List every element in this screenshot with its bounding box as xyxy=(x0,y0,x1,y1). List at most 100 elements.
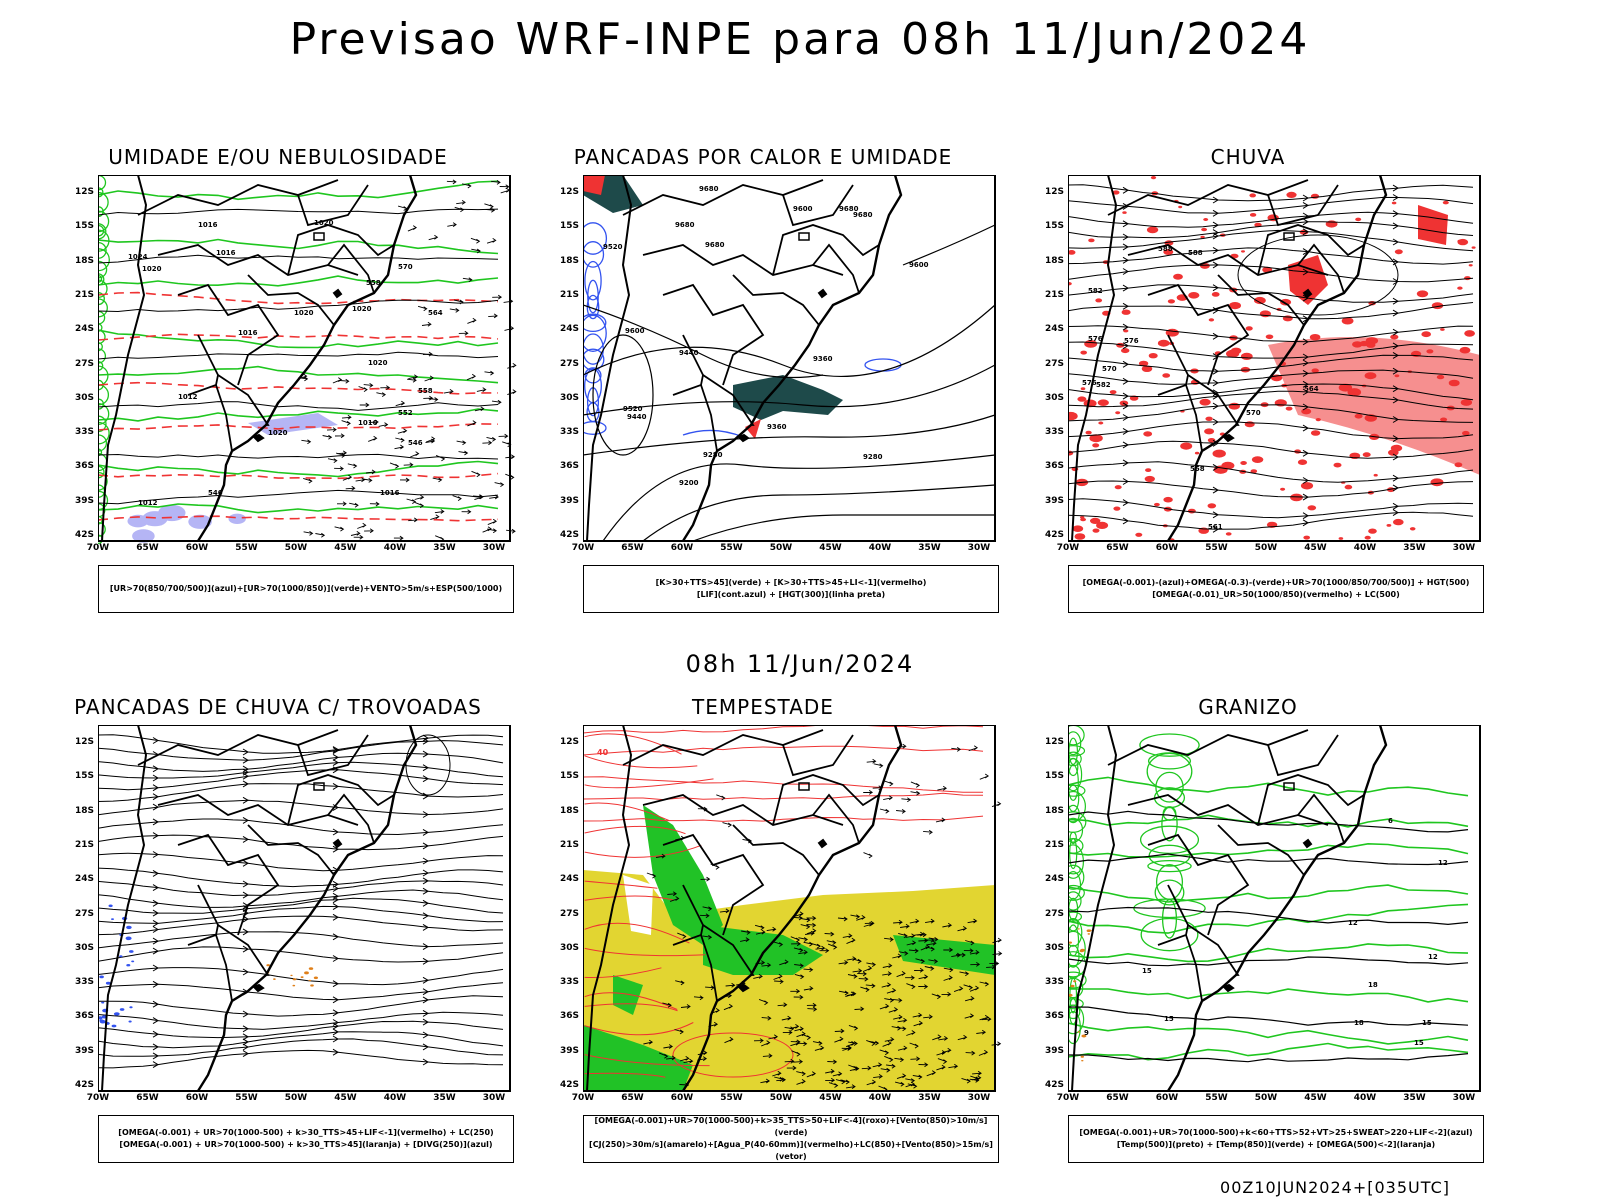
rain-red-area xyxy=(1095,298,1103,303)
wind-vector xyxy=(883,795,893,801)
lc-red-streamline xyxy=(584,1003,678,1012)
lat-tick-label: 12S xyxy=(74,187,94,197)
flow-arrow xyxy=(1302,493,1309,501)
flow-arrow xyxy=(332,1048,339,1056)
rain-red-area xyxy=(1180,442,1193,450)
wind-vector xyxy=(369,501,380,507)
thickness-red-dashed xyxy=(98,515,499,522)
wind-vector xyxy=(725,982,736,988)
flow-arrow xyxy=(422,1031,429,1039)
rain-red-area xyxy=(1141,365,1153,372)
andes-coast-line xyxy=(586,175,633,542)
streamline xyxy=(98,852,504,872)
panel-title: PANCADAS POR CALOR E UMIDADE xyxy=(573,145,953,169)
wind-vector xyxy=(421,321,432,327)
lat-tick-label: 18S xyxy=(1044,255,1064,266)
wind-vector xyxy=(806,922,817,928)
temp850-green-contour xyxy=(1068,844,1084,879)
wind-vector xyxy=(755,929,766,935)
wind-vector xyxy=(935,817,946,823)
divergence-blue-cell xyxy=(125,936,132,941)
run-footer: 00Z10JUN2024+[035UTC] xyxy=(1220,1178,1450,1197)
flow-arrow xyxy=(422,1043,429,1051)
flow-arrow xyxy=(1392,502,1399,510)
rain-red-area xyxy=(1208,318,1215,322)
rain-red-area xyxy=(1464,330,1475,337)
map-frame xyxy=(1068,725,1481,1092)
flow-arrow xyxy=(242,859,249,867)
map-frame xyxy=(98,725,511,1092)
wind-vector xyxy=(458,330,469,336)
wind-vector xyxy=(800,924,811,930)
flow-arrow xyxy=(332,747,339,755)
temp850-green-contour xyxy=(1068,784,1080,813)
lat-tick-label: 15S xyxy=(559,771,579,782)
lon-tick-label: 60W xyxy=(670,1093,694,1103)
flow-arrow xyxy=(1392,297,1399,305)
map-background xyxy=(98,175,510,541)
wind-vector xyxy=(905,933,916,939)
streamline xyxy=(98,818,504,836)
pressure-contour xyxy=(98,401,499,411)
country-border xyxy=(1187,374,1240,426)
wind-vector xyxy=(779,959,789,966)
flow-arrow xyxy=(1302,294,1309,302)
streamline xyxy=(1068,325,1474,343)
wind-vector xyxy=(926,1070,937,1077)
humidity-green-contour xyxy=(98,503,499,514)
flow-arrow xyxy=(242,1033,249,1041)
flow-arrow xyxy=(1392,453,1399,461)
rain-red-area xyxy=(1310,430,1321,436)
contour-label: 570 xyxy=(1102,365,1117,373)
lat-tick-label: 33S xyxy=(74,427,94,438)
contour-label: 546 xyxy=(408,439,423,447)
wind-vector xyxy=(913,1020,924,1027)
flow-arrow xyxy=(1212,418,1219,426)
lc-red-streamline xyxy=(583,815,984,822)
wind-vector xyxy=(798,937,809,942)
lon-tick-label: 35W xyxy=(918,1093,941,1103)
reservoir-mark xyxy=(1222,983,1235,993)
temp850-green-contour xyxy=(1068,1010,1081,1045)
wind-vector xyxy=(824,931,835,937)
streamline xyxy=(1068,480,1474,498)
wind-vector xyxy=(504,325,515,331)
flow-arrow xyxy=(1302,194,1309,202)
country-border xyxy=(1297,793,1345,844)
wind-vector xyxy=(969,1078,980,1083)
rain-red-area xyxy=(1207,438,1216,443)
wind-vector xyxy=(699,913,710,919)
wind-vector xyxy=(814,1045,825,1051)
thickness-red-dashed xyxy=(98,333,499,341)
wind-vector xyxy=(362,478,373,483)
legend-line: [CJ(250)>30m/s](amarelo)+[Agua_P(40-60mm… xyxy=(589,1140,993,1161)
lon-tick-label: 70W xyxy=(86,543,110,553)
flow-arrow xyxy=(242,796,249,804)
flow-arrow xyxy=(152,1043,159,1051)
streamline xyxy=(98,931,504,949)
lon-tick-label: 40W xyxy=(1353,1093,1377,1103)
country-border xyxy=(1185,934,1203,1002)
rain-red-area xyxy=(1179,294,1184,298)
rain-red-area xyxy=(1167,299,1175,304)
contour-label: 18 xyxy=(1368,981,1378,989)
rain-red-area xyxy=(1194,451,1200,455)
divergence-blue-cell xyxy=(129,950,134,953)
rain-red-area xyxy=(1457,238,1469,246)
rain-red-area xyxy=(1115,411,1121,415)
wind-vector xyxy=(702,934,713,940)
streamline xyxy=(98,799,504,816)
wind-vector xyxy=(406,498,417,504)
lon-tick-label: 60W xyxy=(1155,543,1179,553)
country-border xyxy=(327,243,375,294)
lon-tick-label: 60W xyxy=(185,1093,209,1103)
flow-arrow xyxy=(1122,233,1129,241)
divergence-blue-cell xyxy=(119,1008,125,1011)
lon-tick-label: 40W xyxy=(868,1093,892,1103)
flow-arrow xyxy=(1122,427,1129,435)
country-border xyxy=(1257,774,1365,826)
flow-arrow xyxy=(152,803,159,811)
wind-vector xyxy=(796,1071,806,1077)
wind-vector xyxy=(794,1026,804,1032)
rain-red-area xyxy=(1240,352,1253,360)
